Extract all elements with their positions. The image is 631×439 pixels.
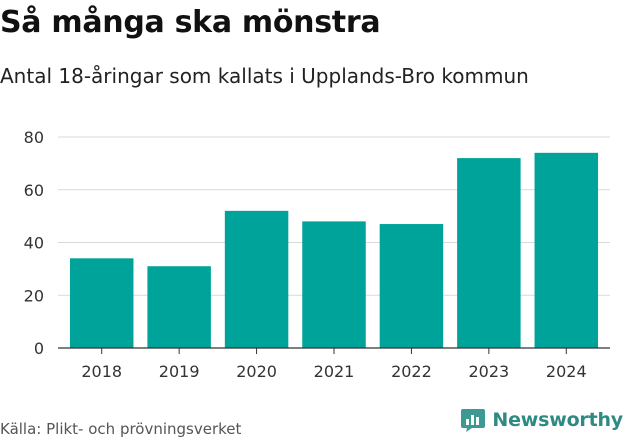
source-note: Källa: Plikt- och prövningsverket: [0, 420, 242, 438]
bars: [69, 152, 599, 348]
chart-title: Så många ska mönstra: [0, 5, 381, 40]
brand-name: Newsworthy: [492, 409, 623, 431]
y-tick-label-60: 60: [24, 181, 44, 200]
bar-2021: [302, 221, 366, 348]
chart-subtitle: Antal 18-åringar som kallats i Upplands-…: [0, 64, 529, 88]
x-tick-label-2022: 2022: [391, 362, 432, 381]
x-tick-label-2019: 2019: [159, 362, 200, 381]
x-tick-label-2018: 2018: [81, 362, 122, 381]
x-tick-label-2020: 2020: [236, 362, 277, 381]
bar-2022: [379, 224, 444, 348]
y-tick-label-80: 80: [24, 128, 44, 147]
bar-chart: 0 20 40 60 80 2018 2019 2020 2021 2022 2023 2024: [24, 128, 610, 381]
bar-2019: [147, 266, 211, 348]
brand-logo: Newsworthy: [460, 407, 623, 433]
bar-2023: [457, 158, 521, 348]
chart-bars-icon: [461, 409, 486, 432]
x-tick-label-2023: 2023: [468, 362, 509, 381]
y-tick-label-20: 20: [24, 286, 44, 305]
bar-2024: [534, 152, 599, 348]
y-tick-label-0: 0: [34, 339, 44, 358]
x-tick-label-2024: 2024: [546, 362, 587, 381]
y-tick-label-40: 40: [24, 234, 44, 253]
axes: 0 20 40 60 80 2018 2019 2020 2021 2022 2023 2024: [24, 128, 610, 381]
x-tick-label-2021: 2021: [314, 362, 355, 381]
bar-2018: [69, 258, 134, 348]
bar-2020: [224, 210, 289, 348]
